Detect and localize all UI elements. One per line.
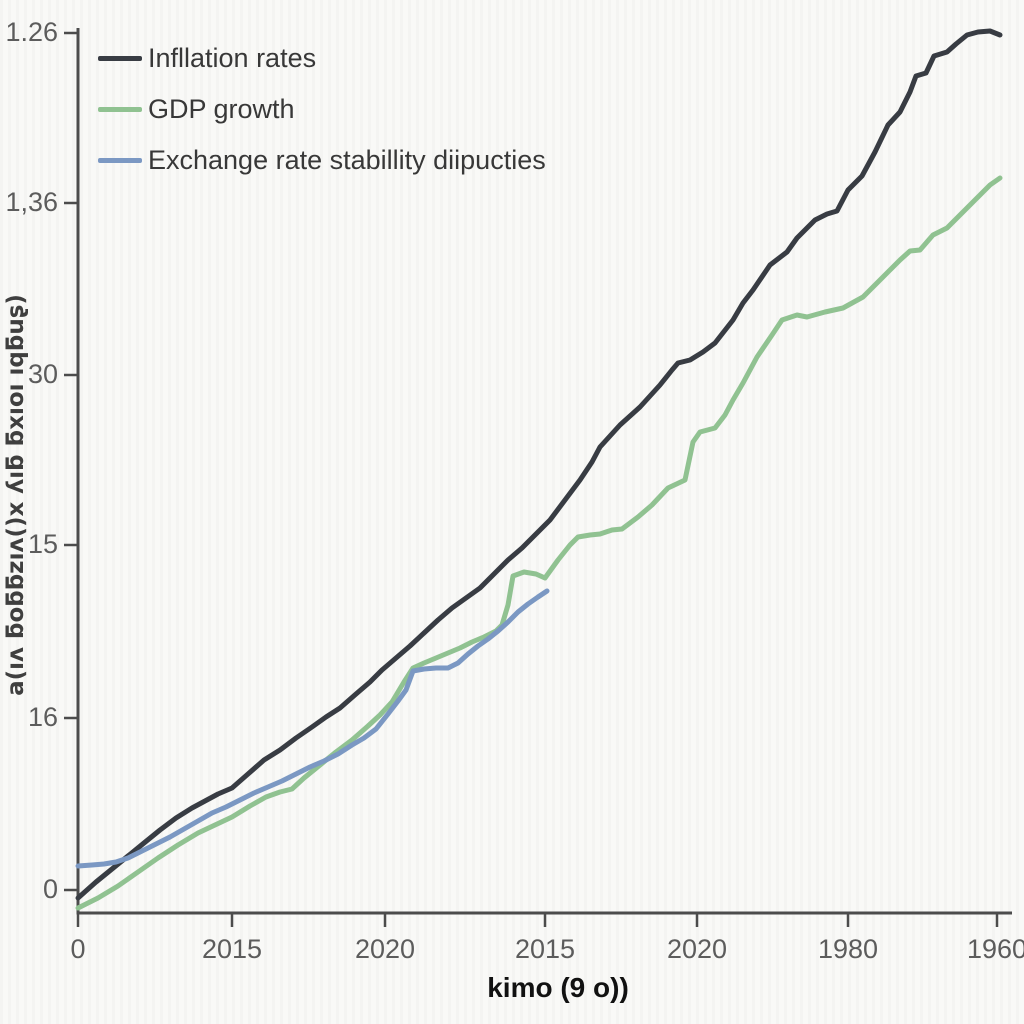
legend-item-gdp-growth: GDP growth [98, 91, 546, 127]
x-tick-label: 2020 [354, 934, 416, 964]
legend: Infllation rates GDP growth Exchange rat… [98, 40, 546, 193]
y-tick-label: 30 [27, 359, 58, 389]
legend-label-exchange-rate: Exchange rate stabillity diipucties [148, 144, 546, 175]
inflation-rates-line-swatch [98, 55, 142, 61]
x-axis-title: kimo (9 o)) [487, 972, 629, 1003]
legend-item-inflation-rates: Infllation rates [98, 40, 546, 76]
y-tick-label: 1,36 [5, 187, 58, 217]
x-tick-label: 2015 [201, 934, 263, 964]
legend-label-inflation-rates: Infllation rates [148, 42, 317, 73]
x-tick-label: 1960 [966, 934, 1024, 964]
exchange-rate-line-swatch [98, 157, 142, 163]
x-tick-label: 2015 [514, 934, 576, 964]
gdp-growth-line-swatch [98, 106, 142, 112]
y-axis-title: a(ıʌ ƃoƃƃzıʌ()x ʎıƃ ƃxıoı ıqƃuʂ) [3, 294, 29, 696]
y-tick-label: 1.26 [5, 17, 58, 47]
x-tick-label: 0 [70, 934, 86, 964]
series-line-exchange-rate [75, 588, 550, 869]
series-line-inflation-rates [75, 28, 1003, 901]
series-line-gdp-growth [75, 175, 1003, 911]
y-tick-label: 0 [42, 874, 58, 904]
y-tick-label: 16 [27, 702, 58, 732]
x-tick-label: 2020 [666, 934, 728, 964]
y-tick-label: 15 [27, 529, 58, 559]
legend-label-gdp-growth: GDP growth [148, 93, 295, 124]
x-tick-label: 1980 [817, 934, 879, 964]
legend-item-exchange-rate: Exchange rate stabillity diipucties [98, 142, 546, 178]
